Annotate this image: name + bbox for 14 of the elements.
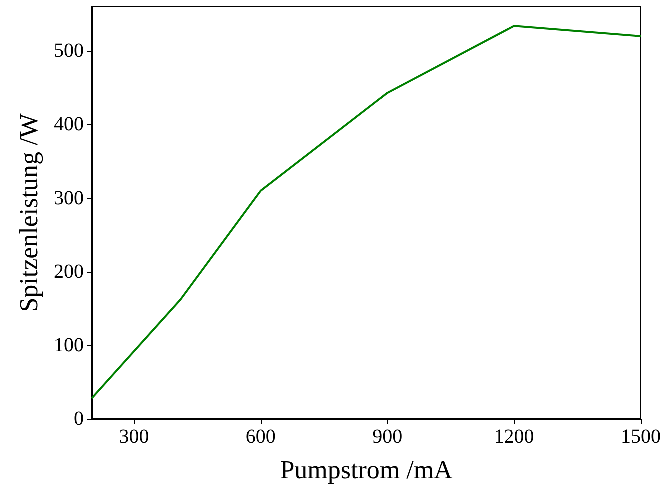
y-tick-label: 500 — [54, 40, 84, 62]
x-axis-title: Pumpstrom /mA — [280, 456, 454, 484]
y-axis-title: Spitzenleistung /W — [14, 113, 44, 312]
x-tick-label: 300 — [119, 426, 150, 448]
x-tick-label: 600 — [246, 426, 276, 448]
x-tick-label: 1500 — [621, 426, 661, 448]
y-tick-label: 200 — [54, 260, 84, 283]
y-tick-label: 100 — [54, 334, 84, 356]
x-tick-label: 900 — [372, 426, 403, 448]
line-series — [91, 25, 642, 400]
y-tick-label: 300 — [54, 187, 84, 210]
x-tick-label: 1200 — [494, 426, 534, 448]
y-tick-label: 400 — [54, 114, 84, 136]
y-tick-label: 0 — [74, 408, 84, 430]
